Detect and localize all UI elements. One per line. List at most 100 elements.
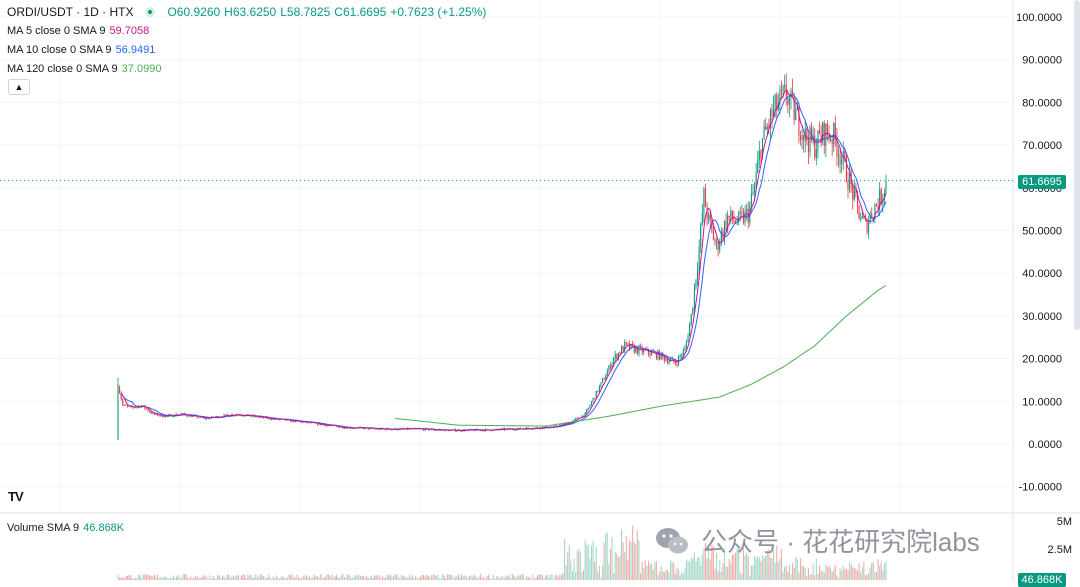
candle-body: [423, 428, 425, 431]
volume-bar: [138, 574, 140, 580]
volume-bar: [182, 574, 184, 580]
volume-bar: [592, 540, 594, 580]
volume-bar: [532, 574, 534, 580]
candle-body: [697, 268, 699, 280]
volume-bar: [377, 575, 379, 580]
volume-bar: [761, 555, 764, 580]
collapse-legend-button[interactable]: ▲: [8, 79, 30, 95]
candle-body: [594, 398, 596, 400]
volume-bar: [628, 540, 631, 580]
scrollbar[interactable]: [1074, 0, 1080, 330]
candle-body: [814, 135, 816, 158]
candle-body: [793, 94, 795, 121]
volume-bar: [465, 576, 467, 580]
volume-bar: [782, 571, 784, 580]
candle-body: [290, 419, 292, 422]
volume-bar: [462, 576, 464, 580]
symbol-name[interactable]: ORDI/USDT · 1D · HTX: [7, 5, 134, 19]
candle-body: [573, 419, 575, 421]
candle-body: [199, 416, 201, 418]
candle-body: [375, 428, 377, 430]
candle-body: [373, 428, 376, 430]
candle-body: [624, 342, 626, 351]
candle-body: [343, 428, 345, 429]
volume-bar: [861, 567, 863, 580]
volume-bar: [122, 577, 124, 580]
candle-body: [627, 343, 629, 345]
volume-bar: [468, 575, 471, 580]
volume-bar: [780, 548, 783, 580]
volume-bar: [335, 574, 338, 580]
candle-body: [877, 205, 879, 209]
volume-bar: [145, 574, 148, 580]
volume-bar: [538, 574, 540, 580]
volume-bar: [714, 569, 716, 580]
candle-body: [286, 419, 288, 421]
volume-bar: [704, 543, 707, 580]
volume-bar: [381, 576, 383, 580]
volume-bar: [563, 538, 566, 580]
volume-bar: [215, 578, 217, 580]
volume-bar: [316, 576, 319, 580]
candle-body: [860, 218, 862, 220]
candle-body: [552, 426, 555, 427]
volume-bar: [801, 565, 803, 580]
tradingview-logo[interactable]: TV: [8, 489, 24, 504]
volume-bar: [548, 577, 550, 580]
candle-body: [681, 355, 683, 357]
volume-bar: [386, 574, 388, 580]
candle-body: [586, 409, 588, 413]
volume-bar: [214, 577, 216, 580]
candle-body: [666, 359, 669, 363]
volume-bar: [793, 567, 795, 580]
candle-body: [872, 217, 874, 219]
volume-bar: [253, 577, 255, 580]
candle-body: [614, 354, 616, 359]
candle-body: [836, 139, 838, 157]
volume-axis-2-5m: 2.5M: [1047, 544, 1072, 556]
volume-bar: [354, 574, 357, 580]
volume-bar: [544, 575, 547, 580]
volume-bar: [302, 575, 304, 580]
candle-body: [880, 189, 882, 204]
volume-bar: [229, 577, 231, 580]
volume-bar: [155, 576, 157, 580]
candle-body: [875, 204, 878, 206]
indicator-ma120[interactable]: MA 120 close 0 SMA 9 37.0990: [7, 62, 161, 76]
volume-bar: [595, 547, 597, 580]
volume-bar: [188, 578, 190, 580]
volume-bar: [356, 575, 358, 580]
volume-bar: [666, 569, 669, 580]
candle-body: [587, 407, 589, 410]
volume-bar: [158, 578, 160, 580]
candle-body: [692, 307, 694, 315]
volume-bar: [183, 574, 186, 580]
volume-bar: [309, 576, 311, 580]
volume-bar: [540, 574, 542, 580]
volume-bar: [320, 574, 322, 580]
volume-bar: [601, 564, 604, 580]
volume-bar: [201, 577, 203, 580]
candle-body: [157, 413, 159, 416]
indicator-ma5[interactable]: MA 5 close 0 SMA 9 59.7058: [7, 24, 149, 38]
volume-bar: [614, 552, 616, 580]
volume-bar: [689, 561, 691, 580]
candle-body: [833, 123, 835, 145]
candle-body: [326, 425, 328, 427]
volume-bar: [305, 575, 307, 580]
volume-bar: [613, 573, 615, 580]
indicator-ma10[interactable]: MA 10 close 0 SMA 9 56.9491: [7, 43, 155, 57]
candle-body: [598, 386, 600, 392]
candle-body: [302, 421, 304, 423]
volume-bar: [882, 570, 884, 580]
candle-body: [754, 185, 756, 193]
volume-legend[interactable]: Volume SMA 9 46.868K: [7, 522, 124, 534]
candle-body: [495, 428, 498, 430]
volume-bar: [454, 576, 456, 580]
candle-body: [267, 417, 269, 419]
volume-bar: [359, 575, 361, 580]
volume-bar: [676, 567, 678, 580]
volume-bar: [400, 574, 403, 580]
volume-bar: [297, 577, 300, 580]
